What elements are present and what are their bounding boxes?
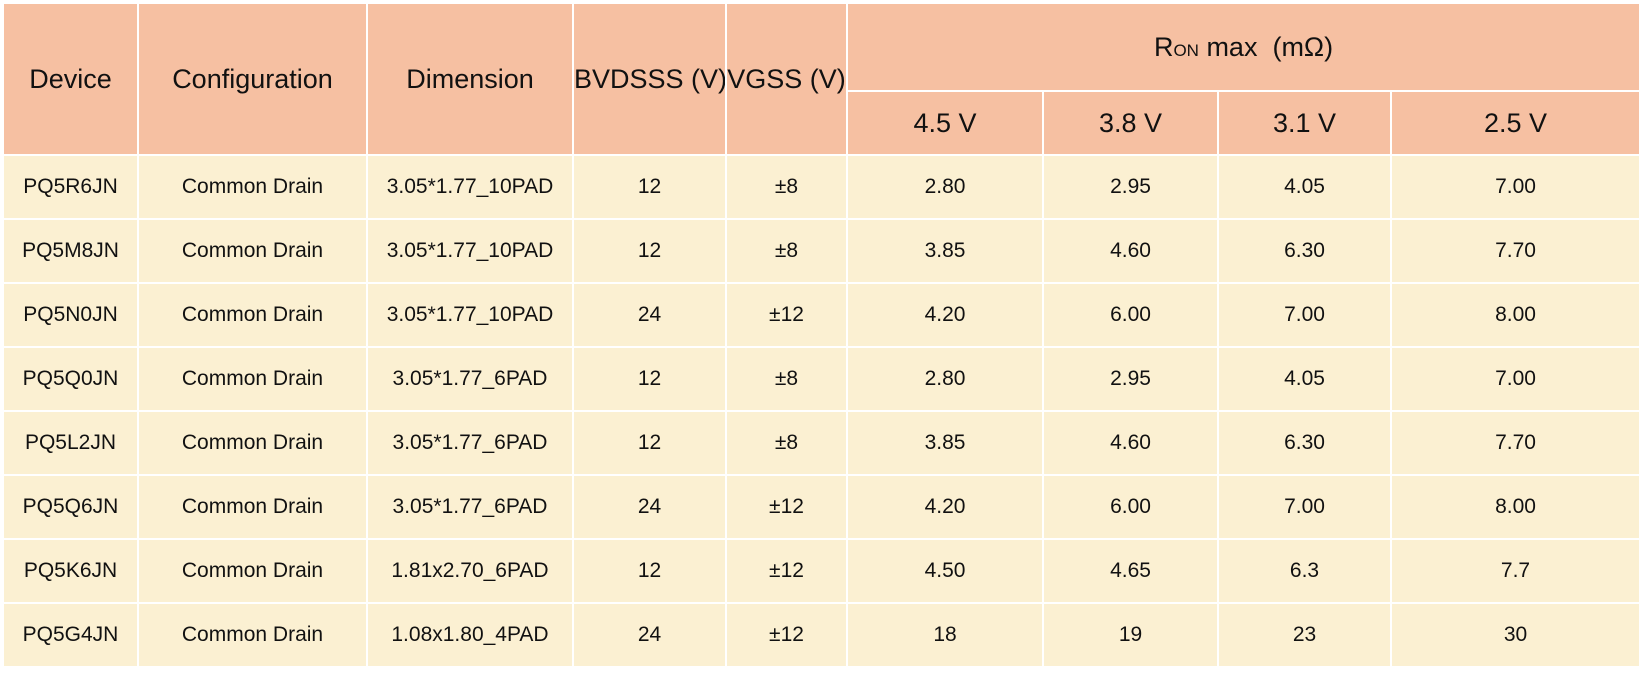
header-configuration: Configuration: [137, 2, 368, 156]
cell-ron: 18: [846, 602, 1044, 668]
table-row: PQ5K6JN Common Drain 1.81x2.70_6PAD 12 ±12 4.…: [2, 538, 1641, 604]
cell-dimension: 3.05*1.77_6PAD: [366, 474, 574, 540]
cell-ron: 7.70: [1389, 218, 1641, 284]
cell-device: PQ5K6JN: [2, 538, 139, 604]
cell-ron: 4.50: [846, 538, 1044, 604]
cell-vgss: ±12: [725, 282, 848, 348]
cell-ron: 6.00: [1042, 282, 1219, 348]
cell-ron: 6.00: [1042, 474, 1219, 540]
cell-ron: 23: [1217, 602, 1392, 668]
cell-ron: 6.30: [1217, 410, 1392, 476]
cell-device: PQ5M8JN: [2, 218, 139, 284]
table-header: Device Configuration Dimension BVDSSS (V…: [2, 2, 1641, 156]
cell-bvdsss: 24: [572, 474, 727, 540]
cell-configuration: Common Drain: [137, 538, 368, 604]
cell-dimension: 1.81x2.70_6PAD: [366, 538, 574, 604]
cell-ron: 7.7: [1389, 538, 1641, 604]
cell-ron: 6.3: [1217, 538, 1392, 604]
cell-ron: 4.20: [846, 474, 1044, 540]
cell-ron: 4.05: [1217, 154, 1392, 220]
cell-ron: 8.00: [1389, 474, 1641, 540]
cell-vgss: ±12: [725, 602, 848, 668]
header-ron-col: 4.5 V: [846, 90, 1044, 156]
cell-ron: 3.85: [846, 218, 1044, 284]
header-ron-group: RON max (mΩ): [845, 2, 1641, 92]
cell-ron: 7.00: [1217, 282, 1392, 348]
cell-dimension: 3.05*1.77_10PAD: [366, 154, 574, 220]
cell-ron: 4.60: [1042, 218, 1219, 284]
cell-vgss: ±8: [725, 410, 848, 476]
cell-ron: 4.65: [1042, 538, 1219, 604]
cell-configuration: Common Drain: [137, 410, 368, 476]
cell-device: PQ5Q0JN: [2, 346, 139, 412]
cell-bvdsss: 24: [572, 602, 727, 668]
cell-device: PQ5G4JN: [2, 602, 139, 668]
cell-dimension: 3.05*1.77_6PAD: [366, 346, 574, 412]
cell-vgss: ±8: [725, 346, 848, 412]
cell-configuration: Common Drain: [137, 602, 368, 668]
cell-dimension: 1.08x1.80_4PAD: [366, 602, 574, 668]
cell-ron: 4.20: [846, 282, 1044, 348]
header-ron-col: 3.1 V: [1217, 90, 1392, 156]
cell-ron: 3.85: [846, 410, 1044, 476]
cell-configuration: Common Drain: [137, 474, 368, 540]
ron-symbol: R: [1153, 31, 1174, 62]
cell-bvdsss: 24: [572, 282, 727, 348]
cell-bvdsss: 12: [572, 154, 727, 220]
cell-ron: 7.70: [1389, 410, 1641, 476]
cell-vgss: ±8: [725, 154, 848, 220]
header-device: Device: [2, 2, 139, 156]
table-row: PQ5L2JN Common Drain 3.05*1.77_6PAD 12 ±8 3.8…: [2, 410, 1641, 476]
header-row-sub: 4.5 V 3.8 V 3.1 V 2.5 V: [3, 90, 1641, 156]
cell-ron: 7.00: [1389, 154, 1641, 220]
cell-ron: 4.05: [1217, 346, 1392, 412]
cell-ron: 7.00: [1217, 474, 1392, 540]
header-ron-col: 3.8 V: [1042, 90, 1219, 156]
cell-device: PQ5L2JN: [2, 410, 139, 476]
cell-dimension: 3.05*1.77_6PAD: [366, 410, 574, 476]
table-row: PQ5Q0JN Common Drain 3.05*1.77_6PAD 12 ±8 2.8…: [2, 346, 1641, 412]
cell-ron: 4.60: [1042, 410, 1219, 476]
table-row: PQ5G4JN Common Drain 1.08x1.80_4PAD 24 ±12 18…: [2, 602, 1641, 668]
table-row: PQ5R6JN Common Drain 3.05*1.77_10PAD 12 ±8 2.…: [2, 154, 1641, 220]
header-dimension: Dimension: [366, 2, 574, 156]
cell-bvdsss: 12: [572, 410, 727, 476]
cell-ron: 8.00: [1389, 282, 1641, 348]
cell-device: PQ5R6JN: [2, 154, 139, 220]
cell-ron: 7.00: [1389, 346, 1641, 412]
table-row: PQ5M8JN Common Drain 3.05*1.77_10PAD 12 ±8 3.…: [2, 218, 1641, 284]
cell-vgss: ±8: [725, 218, 848, 284]
cell-configuration: Common Drain: [137, 154, 368, 220]
cell-vgss: ±12: [725, 474, 848, 540]
table-body: PQ5R6JN Common Drain 3.05*1.77_10PAD 12 ±8 2.…: [2, 154, 1641, 668]
mosfet-spec-table: Device Configuration Dimension BVDSSS (V…: [2, 2, 1641, 668]
cell-configuration: Common Drain: [137, 218, 368, 284]
cell-vgss: ±12: [725, 538, 848, 604]
cell-ron: 2.80: [846, 154, 1044, 220]
cell-ron: 2.95: [1042, 346, 1219, 412]
cell-configuration: Common Drain: [137, 282, 368, 348]
cell-configuration: Common Drain: [137, 346, 368, 412]
header-bvdsss: BVDSSS (V): [572, 2, 727, 156]
cell-ron: 30: [1389, 602, 1641, 668]
cell-dimension: 3.05*1.77_10PAD: [366, 282, 574, 348]
header-row-top: Device Configuration Dimension BVDSSS (V…: [2, 2, 1641, 156]
cell-ron: 2.95: [1042, 154, 1219, 220]
table-row: PQ5N0JN Common Drain 3.05*1.77_10PAD 24 ±12 4…: [2, 282, 1641, 348]
cell-bvdsss: 12: [572, 346, 727, 412]
cell-ron: 19: [1042, 602, 1219, 668]
header-vgss: VGSS (V): [725, 2, 848, 156]
ron-subscript: ON: [1173, 40, 1199, 60]
header-ron-col: 2.5 V: [1389, 90, 1641, 156]
cell-bvdsss: 12: [572, 538, 727, 604]
cell-ron: 6.30: [1217, 218, 1392, 284]
ron-unit: max (mΩ): [1198, 31, 1334, 62]
cell-device: PQ5N0JN: [2, 282, 139, 348]
cell-dimension: 3.05*1.77_10PAD: [366, 218, 574, 284]
cell-ron: 2.80: [846, 346, 1044, 412]
cell-bvdsss: 12: [572, 218, 727, 284]
cell-device: PQ5Q6JN: [2, 474, 139, 540]
table-row: PQ5Q6JN Common Drain 3.05*1.77_6PAD 24 ±12 4.…: [2, 474, 1641, 540]
